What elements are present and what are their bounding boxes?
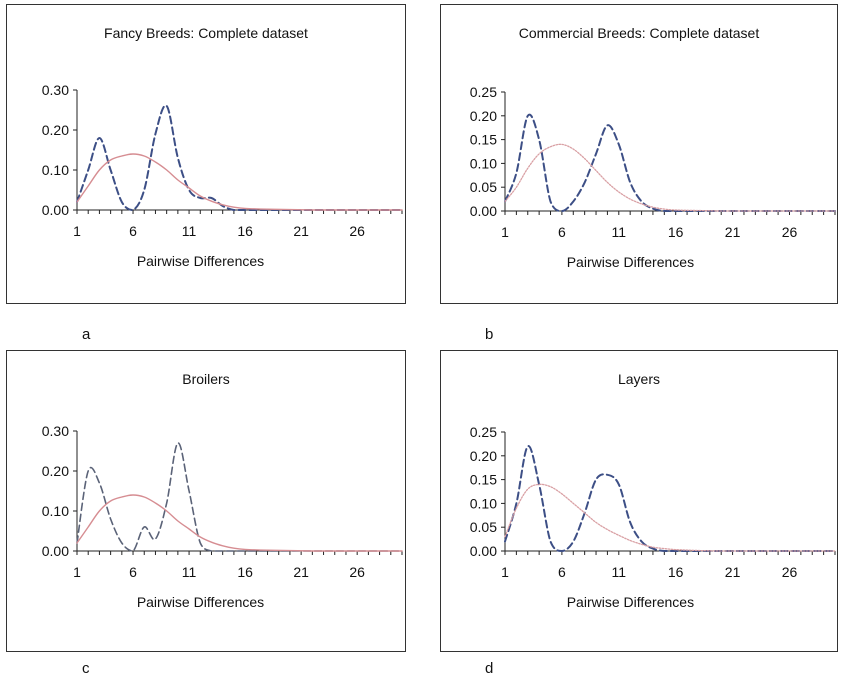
- x-tick-label: 1: [73, 223, 81, 239]
- y-tick-label: 0.15: [470, 472, 497, 488]
- series-line-dashed-blue: [76, 104, 403, 212]
- chart-title: Commercial Breeds: Complete dataset: [518, 25, 760, 41]
- x-tick-label: 26: [349, 223, 365, 239]
- series-line-dashed-blue: [504, 113, 836, 213]
- x-tick-label: 11: [612, 224, 627, 240]
- y-tick-label: 0.10: [42, 162, 69, 178]
- x-tick-label: 11: [182, 223, 197, 239]
- x-tick-label: 21: [293, 223, 309, 239]
- x-tick-label: 16: [668, 564, 684, 580]
- x-tick-label: 11: [182, 564, 197, 580]
- panel-label-a: a: [82, 326, 91, 343]
- x-tick-label: 6: [558, 224, 566, 240]
- y-tick-label: 0.20: [42, 463, 69, 479]
- y-tick-label: 0.00: [470, 203, 497, 219]
- x-tick-label: 6: [129, 564, 137, 580]
- y-tick-label: 0.30: [42, 82, 69, 98]
- chart-panel-b: Commercial Breeds: Complete dataset 0.00…: [440, 4, 838, 304]
- series-line-dotted-pink: [504, 483, 836, 552]
- y-tick-label: 0.05: [470, 179, 497, 195]
- x-tick-label: 11: [612, 564, 627, 580]
- chart-panel-c: Broilers 0.00 0.10 0.20 0.30 1 6 11 16 21 26 Pairw…: [6, 350, 406, 652]
- x-tick-label: 1: [501, 224, 509, 240]
- x-axis-label: Pairwise Differences: [567, 254, 694, 270]
- y-tick-label: 0.15: [470, 132, 497, 148]
- y-tick-label: 0.10: [470, 155, 497, 171]
- y-tick-label: 0.00: [470, 543, 497, 559]
- chart-title: Layers: [617, 371, 661, 387]
- y-tick-label: 0.25: [470, 424, 497, 440]
- panel-label-c: c: [82, 660, 90, 677]
- y-tick-label: 0.30: [42, 423, 69, 439]
- panel-label-d: d: [485, 660, 494, 677]
- x-tick-label: 1: [73, 564, 81, 580]
- chart-panel-d: Layers 0.00 0.05 0.10 0.15 0.20 0.25 1 6 11 16 21 2…: [440, 350, 838, 652]
- series-line-dashed-blue: [504, 445, 836, 553]
- chart-panel-a: Fancy Breeds: Complete dataset 0.00 0.10 0…: [6, 4, 406, 304]
- x-tick-label: 21: [725, 564, 741, 580]
- y-tick-label: 0.05: [470, 519, 497, 535]
- panel-label-b: b: [485, 326, 494, 343]
- x-tick-label: 26: [782, 224, 798, 240]
- y-tick-label: 0.00: [42, 543, 69, 559]
- x-tick-label: 16: [237, 223, 253, 239]
- x-axis-label: Pairwise Differences: [137, 253, 264, 269]
- series-line-dotted-pink: [504, 143, 836, 212]
- x-axis-label: Pairwise Differences: [567, 594, 694, 610]
- y-tick-label: 0.20: [470, 448, 497, 464]
- x-tick-label: 6: [129, 223, 137, 239]
- y-tick-label: 0.10: [470, 495, 497, 511]
- chart-title: Broilers: [182, 371, 230, 387]
- x-tick-label: 21: [293, 564, 309, 580]
- y-tick-label: 0.20: [42, 122, 69, 138]
- x-axis-label: Pairwise Differences: [137, 594, 264, 610]
- x-tick-label: 1: [501, 564, 509, 580]
- y-tick-label: 0.20: [470, 108, 497, 124]
- y-tick-label: 0.00: [42, 202, 69, 218]
- x-tick-label: 16: [668, 224, 684, 240]
- chart-plot: 0.000.050.100.150.200.251 6 11 16 21 26Pairwi…: [470, 424, 836, 610]
- x-tick-label: 16: [237, 564, 253, 580]
- x-tick-label: 26: [782, 564, 798, 580]
- y-tick-label: 0.25: [470, 84, 497, 100]
- x-tick-label: 21: [725, 224, 741, 240]
- x-tick-label: 26: [349, 564, 365, 580]
- x-tick-label: 6: [558, 564, 566, 580]
- series-line-solid-pink: [76, 153, 403, 211]
- y-tick-label: 0.10: [42, 503, 69, 519]
- chart-plot: 0.000.050.100.150.200.251 6 11 16 21 26Pairwi…: [470, 84, 836, 270]
- series-line-dashed-grey: [76, 442, 403, 552]
- series-line-solid-pink: [76, 494, 403, 552]
- chart-title: Fancy Breeds: Complete dataset: [104, 25, 308, 41]
